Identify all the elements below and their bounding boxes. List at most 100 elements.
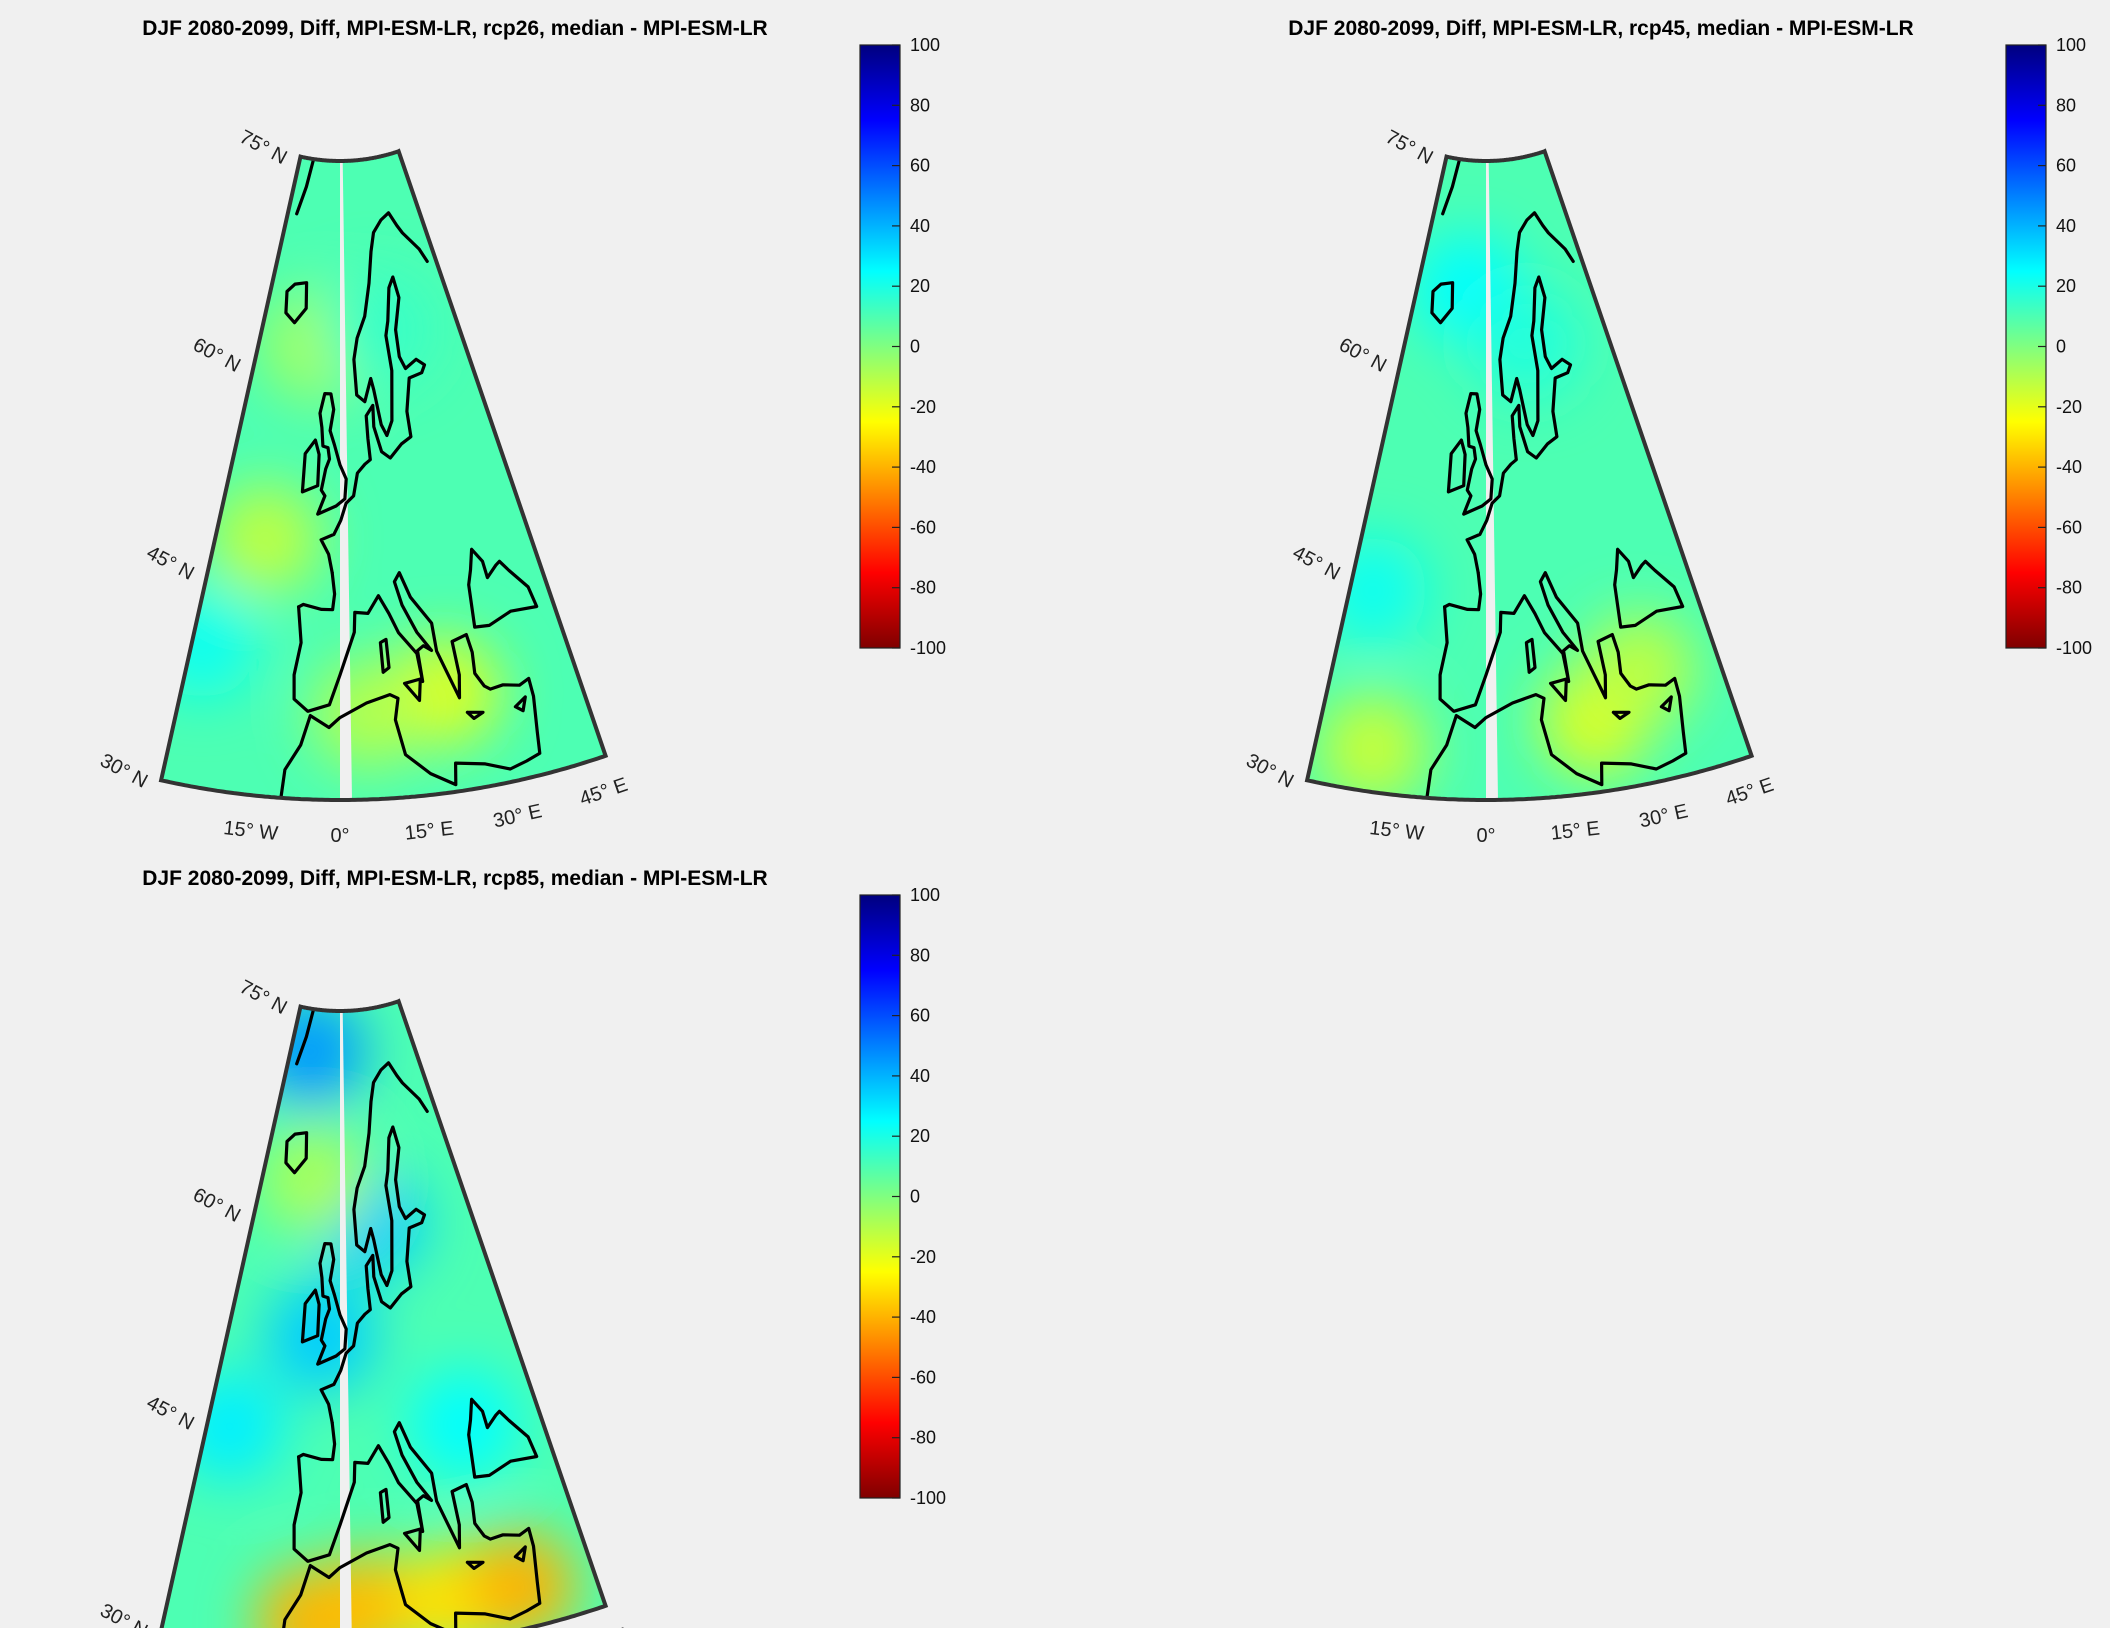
lat-label: 60° N (189, 1184, 244, 1227)
map-frame (158, 148, 609, 802)
colorbar-tick-label: 60 (910, 156, 930, 176)
lat-label: 60° N (1335, 334, 1390, 377)
lat-label: 60° N (189, 334, 244, 377)
coastline (300, 438, 321, 494)
colorbar-tick-label: -80 (910, 1428, 936, 1448)
panel-title: DJF 2080-2099, Diff, MPI-ESM-LR, rcp26, … (142, 17, 767, 40)
coastline (467, 547, 539, 629)
coastline (297, 571, 337, 612)
colorbar: 100 80 60 40 20 0 -20 -40 -60 -80 -100 (859, 35, 946, 658)
anomaly-cell (1471, 288, 1582, 399)
coastline (378, 1487, 391, 1524)
lat-label: 45° N (1289, 542, 1344, 585)
colorbar-tick-label: -80 (2056, 578, 2082, 598)
colorbar-tick-label: 40 (2056, 216, 2076, 236)
colorbar-tick-label: -60 (2056, 517, 2082, 537)
colorbar-tick-label: 0 (910, 1187, 920, 1207)
colorbar-tick-label: -100 (910, 1488, 946, 1508)
map-frame (1304, 148, 1755, 802)
coastlines (277, 151, 542, 800)
colorbar-tick-label: 80 (910, 945, 930, 965)
colorbar-tick-label: 80 (2056, 95, 2076, 115)
colorbar-tick-label: -40 (2056, 457, 2082, 477)
lon-label: 45° E (577, 774, 631, 811)
colorbar-tick-label: -40 (910, 1307, 936, 1327)
colorbar-tick-label: 20 (910, 1126, 930, 1146)
field-background (161, 1001, 606, 1628)
coastline (316, 392, 348, 516)
lon-label: 30° E (1637, 800, 1690, 832)
coastline (300, 1288, 321, 1344)
lat-label: 75° N (236, 126, 291, 169)
coastline (378, 637, 391, 674)
coastline (403, 677, 422, 703)
map-svg-rcp26: DJF 2080-2099, Diff, MPI-ESM-LR, rcp26, … (96, 17, 946, 847)
map-panel-rcp45: DJF 2080-2099, Diff, MPI-ESM-LR, rcp45, … (1146, 0, 2110, 847)
coastline (319, 211, 429, 575)
lon-label: 15° W (1368, 817, 1425, 845)
anomaly-cell (210, 484, 321, 595)
colorbar-tick-label: 60 (910, 1006, 930, 1026)
map-panel-rcp26: DJF 2080-2099, Diff, MPI-ESM-LR, rcp26, … (0, 0, 1055, 847)
field-background (161, 151, 606, 800)
coastline (1423, 571, 1688, 800)
lon-label: 30° E (491, 800, 544, 832)
lon-label: 15° E (404, 817, 455, 844)
colorbar-tick-label: -20 (910, 397, 936, 417)
coastline (1549, 677, 1568, 703)
colorbar-tick-label: 0 (2056, 337, 2066, 357)
lat-label: 75° N (236, 976, 291, 1019)
colorbar-tick-label: -80 (910, 578, 936, 598)
coastline (284, 281, 309, 325)
data-field (161, 1001, 606, 1628)
coastline (277, 571, 542, 800)
map-frame (159, 998, 609, 1628)
map-svg-rcp85: DJF 2080-2099, Diff, MPI-ESM-LR, rcp85, … (96, 867, 946, 1628)
anomaly-cell (1317, 535, 1428, 646)
coastline (1443, 571, 1483, 612)
coastline (465, 710, 485, 720)
lat-label: 30° N (96, 1600, 151, 1628)
colorbar-tick-label: 20 (910, 276, 930, 296)
lon-label: 45° E (1723, 774, 1777, 811)
lat-label: 30° N (1242, 750, 1297, 793)
colorbar-tick-label: -20 (2056, 397, 2082, 417)
coastline (316, 1242, 348, 1366)
coastline (467, 1397, 539, 1479)
coastline (513, 695, 527, 713)
panel-title: DJF 2080-2099, Diff, MPI-ESM-LR, rcp85, … (142, 867, 767, 890)
coastline (1613, 547, 1685, 629)
colorbar-tick-label: 40 (910, 216, 930, 236)
lon-label: 0° (330, 825, 349, 847)
lon-label: 15° W (222, 817, 279, 845)
coastline (295, 151, 322, 216)
lon-label: 0° (1476, 825, 1495, 847)
anomaly-cell (1585, 614, 1696, 725)
colorbar-tick-label: 40 (910, 1066, 930, 1086)
anomaly-cell (1317, 694, 1428, 800)
anomaly-cell (259, 1125, 370, 1236)
colorbar-tick-label: 100 (2056, 35, 2086, 55)
lat-label: 45° N (143, 1392, 198, 1435)
coastline (1524, 637, 1537, 674)
colorbar: 100 80 60 40 20 0 -20 -40 -60 -80 -100 (2005, 35, 2092, 658)
colorbar-tick-label: 60 (2056, 156, 2076, 176)
colorbar: 100 80 60 40 20 0 -20 -40 -60 -80 -100 (859, 885, 946, 1508)
coastline (297, 1421, 337, 1462)
coastline (1441, 151, 1468, 216)
coastlines (277, 1001, 542, 1628)
colorbar-tick-label: -100 (910, 638, 946, 658)
coastline (1446, 438, 1467, 494)
coastline (1462, 392, 1494, 516)
anomaly-layer (1317, 233, 1696, 800)
coastline (295, 1001, 322, 1066)
lon-label: 15° E (1550, 817, 1601, 844)
anomaly-cell (311, 659, 422, 770)
colorbar-tick-label: 0 (910, 337, 920, 357)
coastline (1430, 281, 1455, 325)
colorbar-tick-label: 100 (910, 35, 940, 55)
lat-label: 30° N (96, 750, 151, 793)
lat-label: 45° N (143, 542, 198, 585)
data-field (161, 151, 606, 800)
